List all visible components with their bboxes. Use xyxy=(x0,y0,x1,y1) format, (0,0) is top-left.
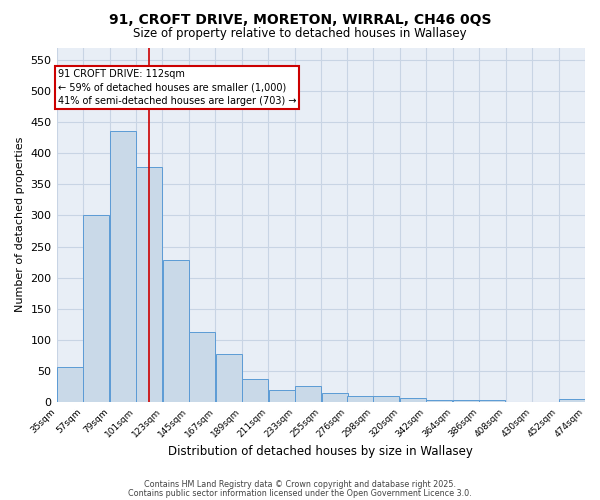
Bar xyxy=(400,398,426,402)
Bar xyxy=(347,396,373,402)
Bar xyxy=(215,354,242,402)
Bar xyxy=(426,400,452,402)
Text: Contains HM Land Registry data © Crown copyright and database right 2025.: Contains HM Land Registry data © Crown c… xyxy=(144,480,456,489)
Bar xyxy=(322,394,347,402)
Bar xyxy=(189,332,215,402)
Bar xyxy=(163,260,189,402)
Bar xyxy=(295,386,321,402)
Bar xyxy=(242,379,268,402)
Bar xyxy=(57,366,83,402)
Bar xyxy=(559,399,585,402)
Bar xyxy=(110,132,136,402)
Text: 91, CROFT DRIVE, MORETON, WIRRAL, CH46 0QS: 91, CROFT DRIVE, MORETON, WIRRAL, CH46 0… xyxy=(109,12,491,26)
Bar xyxy=(453,400,479,402)
Y-axis label: Number of detached properties: Number of detached properties xyxy=(15,137,25,312)
Bar xyxy=(269,390,295,402)
Text: Size of property relative to detached houses in Wallasey: Size of property relative to detached ho… xyxy=(133,28,467,40)
Bar xyxy=(83,216,109,402)
Bar xyxy=(479,400,505,402)
Bar xyxy=(136,167,162,402)
Bar xyxy=(373,396,400,402)
Text: 91 CROFT DRIVE: 112sqm
← 59% of detached houses are smaller (1,000)
41% of semi-: 91 CROFT DRIVE: 112sqm ← 59% of detached… xyxy=(58,70,296,106)
X-axis label: Distribution of detached houses by size in Wallasey: Distribution of detached houses by size … xyxy=(169,444,473,458)
Text: Contains public sector information licensed under the Open Government Licence 3.: Contains public sector information licen… xyxy=(128,488,472,498)
